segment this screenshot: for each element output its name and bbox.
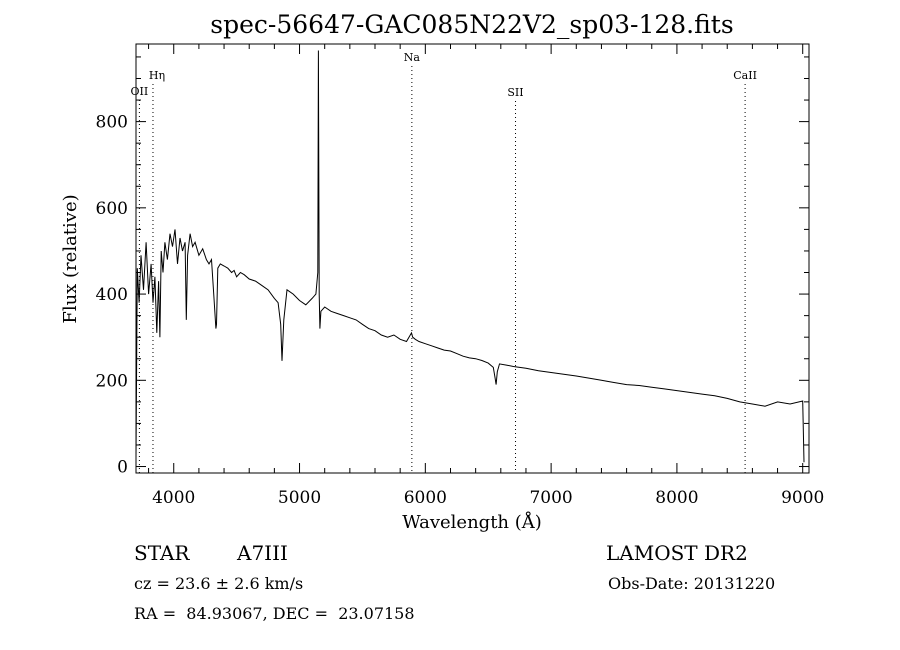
coordinates: RA = 84.93067, DEC = 23.07158 xyxy=(134,604,415,623)
axis-ticks: 4000 5000 6000 7000 8000 9000 0 200 400 600 800 xyxy=(96,44,824,508)
y-axis-title: Flux (relative) xyxy=(60,194,81,323)
spectrum-line xyxy=(135,50,805,463)
object-type: STAR xyxy=(134,541,190,565)
x-tick-label: 4000 xyxy=(152,488,195,508)
x-tick-label: 7000 xyxy=(529,488,572,508)
observation-date: Obs-Date: 20131220 xyxy=(608,574,776,593)
spectral-subclass: A7III xyxy=(237,541,288,565)
x-axis-title: Wavelength (Å) xyxy=(402,511,542,533)
chart-title: spec-56647-GAC085N22V2_sp03-128.fits xyxy=(210,10,733,39)
marker-label: Na xyxy=(404,51,421,64)
x-tick-label: 5000 xyxy=(278,488,321,508)
marker-label: SII xyxy=(507,86,523,99)
survey-name: LAMOST DR2 xyxy=(606,541,748,565)
y-tick-label: 800 xyxy=(96,113,128,133)
x-tick-label: 8000 xyxy=(655,488,698,508)
plot-frame xyxy=(135,43,810,474)
x-tick-label: 9000 xyxy=(781,488,824,508)
redshift-cz: cz = 23.6 ± 2.6 km/s xyxy=(134,574,304,593)
marker-label: OII xyxy=(131,85,149,98)
marker-label: Hη xyxy=(149,69,165,82)
marker-label: CaII xyxy=(733,69,757,82)
y-tick-label: 600 xyxy=(96,199,128,219)
x-tick-label: 6000 xyxy=(404,488,447,508)
y-tick-label: 0 xyxy=(117,458,128,478)
y-tick-label: 200 xyxy=(96,371,128,391)
y-tick-label: 400 xyxy=(96,285,128,305)
